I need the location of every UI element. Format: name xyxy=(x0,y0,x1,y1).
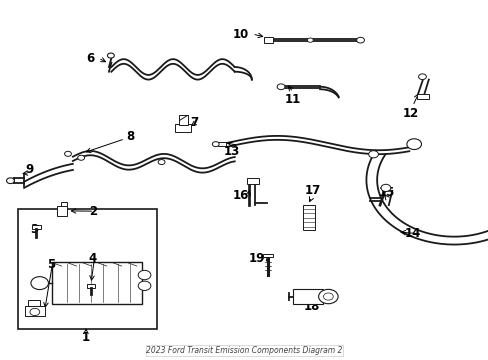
Circle shape xyxy=(368,151,378,158)
Text: 2: 2 xyxy=(89,205,97,218)
Text: 11: 11 xyxy=(285,93,301,106)
Bar xyxy=(264,37,272,43)
Text: 15: 15 xyxy=(378,186,395,199)
Circle shape xyxy=(277,84,285,90)
Bar xyxy=(27,300,40,306)
Circle shape xyxy=(107,53,114,58)
Circle shape xyxy=(418,74,426,80)
Circle shape xyxy=(323,293,332,300)
Text: 2023 Ford Transit Emission Components Diagram 2: 2023 Ford Transit Emission Components Di… xyxy=(146,346,342,355)
Bar xyxy=(61,202,67,206)
Circle shape xyxy=(64,151,71,156)
Bar xyxy=(57,206,67,216)
Text: 16: 16 xyxy=(232,189,249,202)
Circle shape xyxy=(138,281,151,291)
Text: 7: 7 xyxy=(190,116,198,129)
Bar xyxy=(52,262,142,304)
Text: 8: 8 xyxy=(126,130,134,144)
Circle shape xyxy=(31,276,48,289)
Text: 5: 5 xyxy=(47,258,55,271)
Bar xyxy=(217,142,226,146)
Bar xyxy=(303,205,315,230)
Circle shape xyxy=(318,289,337,304)
Text: 1: 1 xyxy=(82,330,90,343)
Bar xyxy=(32,225,41,229)
Bar xyxy=(293,289,322,304)
Text: 12: 12 xyxy=(402,107,419,120)
Circle shape xyxy=(212,141,219,147)
Circle shape xyxy=(406,139,421,149)
Text: 14: 14 xyxy=(404,227,421,240)
Text: 13: 13 xyxy=(224,145,240,158)
Circle shape xyxy=(380,184,390,192)
Circle shape xyxy=(356,37,364,43)
Text: 4: 4 xyxy=(88,252,97,265)
Text: 18: 18 xyxy=(303,300,319,313)
Text: 10: 10 xyxy=(233,28,249,41)
Circle shape xyxy=(158,159,164,165)
Bar xyxy=(87,284,95,288)
Text: 6: 6 xyxy=(86,51,95,64)
Text: 9: 9 xyxy=(26,163,34,176)
Circle shape xyxy=(6,178,14,184)
Circle shape xyxy=(307,38,313,42)
Text: 19: 19 xyxy=(248,252,265,265)
Circle shape xyxy=(30,309,40,316)
Text: 3: 3 xyxy=(30,223,38,236)
Bar xyxy=(175,124,190,132)
Bar xyxy=(263,253,272,257)
Bar xyxy=(25,306,44,316)
Bar xyxy=(179,115,187,125)
Bar xyxy=(18,209,157,329)
Text: 17: 17 xyxy=(304,184,320,197)
Bar xyxy=(246,178,259,184)
Bar xyxy=(416,94,428,99)
Circle shape xyxy=(138,270,151,280)
Circle shape xyxy=(78,155,84,160)
